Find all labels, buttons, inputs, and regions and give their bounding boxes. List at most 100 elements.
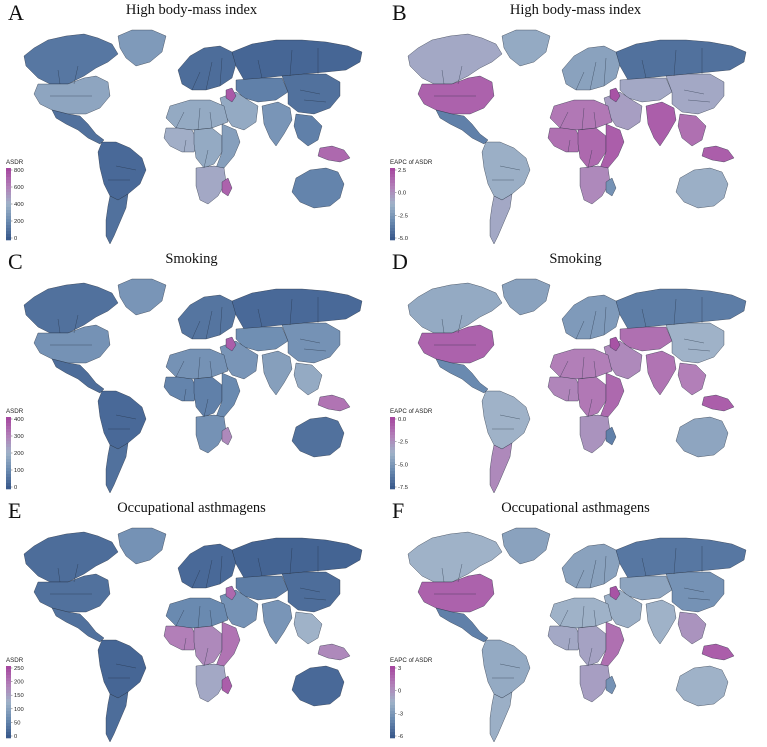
legend-gradient-segment [390, 447, 395, 451]
color-legend: EAPC of ASDR 2.5 0.0 -2.5 -5.0 [390, 159, 433, 242]
panel-letter: E [8, 498, 22, 523]
region-russia [615, 537, 747, 579]
region-hotspot-a [225, 87, 237, 103]
legend-gradient-segment [390, 714, 395, 718]
legend-gradient-segment [6, 210, 11, 214]
legend-gradient-segment [6, 189, 11, 193]
region-islands [701, 643, 735, 661]
legend-gradient-segment [390, 210, 395, 214]
region-central-asia [619, 575, 673, 601]
legend-gradient-segment [6, 417, 11, 421]
region-na-north [407, 33, 503, 85]
legend-gradient-segment [6, 450, 11, 454]
region-africa-south [195, 165, 227, 205]
world-choropleth-map: EAPC of ASDR 0.0 -2.5 -5.0 -7.5 [390, 278, 747, 494]
region-india [645, 350, 677, 396]
legend-gradient-segment [6, 459, 11, 463]
region-china [281, 73, 341, 115]
legend-gradient-segment [390, 168, 395, 172]
world-choropleth-map: EAPC of ASDR 3 0 -3 -6 [390, 527, 747, 743]
legend-gradient-segment [390, 222, 395, 226]
legend-gradient-segment [6, 711, 11, 715]
country-border [492, 663, 521, 679]
region-central-asia [619, 77, 673, 103]
region-north-africa [549, 348, 613, 380]
country-border [641, 546, 703, 577]
legend-gradient-segment [6, 204, 11, 208]
panel-title: High body-mass index [509, 2, 642, 18]
legend-gradient-segment [6, 735, 11, 739]
legend-gradient-segment [390, 195, 395, 199]
country-border [559, 605, 597, 629]
legend-tick-label: -2.5 [398, 213, 408, 219]
legend-gradient-segment [390, 441, 395, 445]
legend-gradient-segment [6, 732, 11, 736]
legend-tick-label: 0 [14, 734, 17, 740]
region-hotspot-a [225, 585, 237, 601]
legend-title: EAPC of ASDR [390, 408, 433, 415]
region-africa-west [547, 127, 583, 153]
legend-gradient-segment [390, 462, 395, 466]
region-mexico-ca [435, 109, 489, 145]
region-se-asia [293, 113, 323, 147]
region-south-america [481, 639, 531, 699]
legend-tick-label: 600 [14, 185, 24, 191]
legend-gradient-segment [390, 216, 395, 220]
legend-gradient-segment [6, 198, 11, 202]
legend-gradient-segment [390, 711, 395, 715]
region-south-america [481, 390, 531, 450]
region-hotspot-a [609, 585, 621, 601]
legend-gradient-segment [6, 453, 11, 457]
legend-gradient-segment [6, 435, 11, 439]
country-border [299, 89, 327, 103]
legend-gradient-segment [6, 666, 11, 670]
legend-gradient-segment [6, 480, 11, 484]
region-islands [317, 145, 351, 163]
country-border [257, 546, 319, 577]
region-central-asia [619, 326, 673, 352]
legend-gradient-segment [390, 693, 395, 697]
region-africa-central [193, 625, 223, 667]
legend-gradient-segment [6, 183, 11, 187]
panel-letter: F [392, 498, 405, 523]
legend-gradient-segment [390, 675, 395, 679]
panel-letter: C [8, 249, 23, 274]
legend-gradient-segment [390, 666, 395, 670]
legend-gradient-segment [390, 477, 395, 481]
legend-gradient-segment [390, 681, 395, 685]
world-choropleth-map: EAPC of ASDR 2.5 0.0 -2.5 -5.0 [390, 29, 747, 245]
region-islands [317, 394, 351, 412]
legend-tick-label: -7.5 [398, 485, 408, 491]
region-europe [177, 543, 237, 589]
legend-gradient-segment [390, 186, 395, 190]
legend-tick-label: 300 [14, 434, 24, 440]
legend-gradient-segment [6, 456, 11, 460]
legend-gradient-segment [6, 429, 11, 433]
region-usa [417, 324, 495, 364]
legend-gradient-segment [390, 687, 395, 691]
region-africa-central [193, 127, 223, 169]
legend-tick-label: 0 [14, 236, 17, 242]
region-australia [291, 167, 345, 209]
region-hotspot-a [225, 336, 237, 352]
legend-gradient-segment [390, 234, 395, 238]
country-border [191, 306, 223, 340]
legend-gradient-segment [6, 729, 11, 733]
region-europe [561, 45, 621, 91]
legend-gradient-segment [6, 693, 11, 697]
country-border [567, 139, 593, 169]
legend-tick-label: -3 [398, 711, 403, 717]
region-north-africa [165, 348, 229, 380]
legend-tick-label: 800 [14, 168, 24, 174]
country-border [683, 587, 711, 601]
legend-gradient-segment [390, 426, 395, 430]
region-greenland [501, 278, 551, 316]
legend-gradient-segment [6, 438, 11, 442]
region-africa-west [163, 127, 199, 153]
panel-title: Smoking [549, 251, 602, 267]
legend-gradient-segment [6, 177, 11, 181]
legend-gradient-segment [390, 174, 395, 178]
legend-tick-label: 100 [14, 468, 24, 474]
region-india [261, 101, 293, 147]
region-hotspot-b [221, 675, 233, 695]
